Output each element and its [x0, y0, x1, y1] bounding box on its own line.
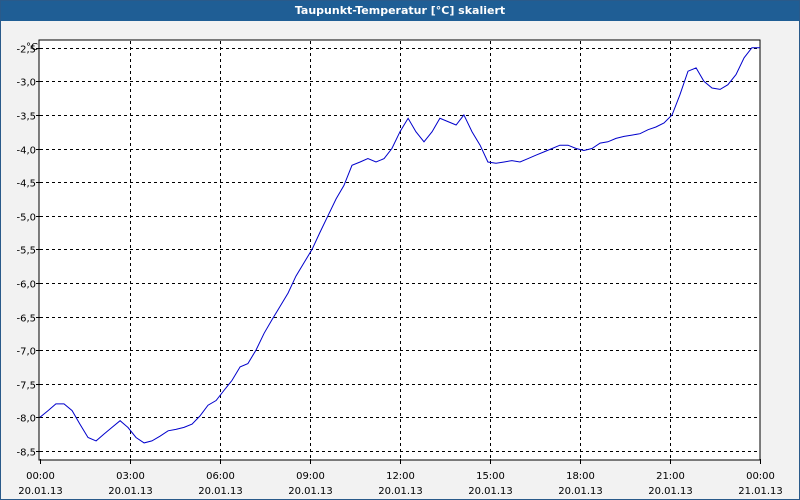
y-tick-label: -6,5	[16, 314, 36, 325]
x-tick-date-label: 20.01.13	[558, 486, 603, 497]
x-tick-date-label: 20.01.13	[108, 486, 153, 497]
x-tick-date-label: 20.01.13	[468, 486, 513, 497]
x-tick-time-label: 00:00	[26, 471, 55, 482]
x-tick-time-label: 12:00	[386, 471, 415, 482]
chart-title: Taupunkt-Temperatur [°C] skaliert	[1, 1, 799, 21]
x-tick-time-label: 21:00	[656, 471, 685, 482]
x-tick-time-label: 15:00	[476, 471, 505, 482]
x-tick-date-label: 20.01.13	[198, 486, 243, 497]
y-tick-label: -8,0	[16, 414, 36, 425]
x-tick-date-label: 21.01.13	[738, 486, 783, 497]
x-tick-time-label: 03:00	[116, 471, 145, 482]
dew-point-series-line	[39, 47, 760, 444]
y-tick-label: -4,5	[16, 179, 36, 190]
x-tick-time-label: 00:00	[746, 471, 775, 482]
x-tick-date-label: 20.01.13	[648, 486, 693, 497]
y-tick-label: -7,5	[16, 381, 36, 392]
y-tick-label: -7,0	[16, 347, 36, 358]
y-tick-label: -3,5	[16, 112, 36, 123]
y-tick-label: -8,5	[16, 448, 36, 459]
x-tick-date-label: 20.01.13	[18, 486, 63, 497]
grid-lines	[40, 41, 760, 459]
x-tick-time-label: 06:00	[206, 471, 235, 482]
x-tick-date-label: 20.01.13	[378, 486, 423, 497]
y-axis-unit: °C	[26, 42, 38, 53]
y-tick-label: -5,0	[16, 213, 36, 224]
y-tick-label: -4,0	[16, 146, 36, 157]
x-tick-date-label: 20.01.13	[288, 486, 333, 497]
y-tick-label: -6,0	[16, 280, 36, 291]
x-tick-time-label: 09:00	[296, 471, 325, 482]
y-tick-label: -5,5	[16, 246, 36, 257]
x-tick-time-label: 18:00	[566, 471, 595, 482]
plot-area	[38, 39, 761, 461]
y-tick-label: -2,5	[16, 45, 36, 56]
y-tick-label: -3,0	[16, 78, 36, 89]
x-axis: 00:00 20.01.13 03:00 20.01.13 06:00 20.01.13 0…	[18, 459, 783, 497]
y-axis: -2,5 -3,0 -3,5 -4,0 -4,5 -5,0 -5,5 -6,0 -6,5 -7,0…	[16, 45, 40, 459]
